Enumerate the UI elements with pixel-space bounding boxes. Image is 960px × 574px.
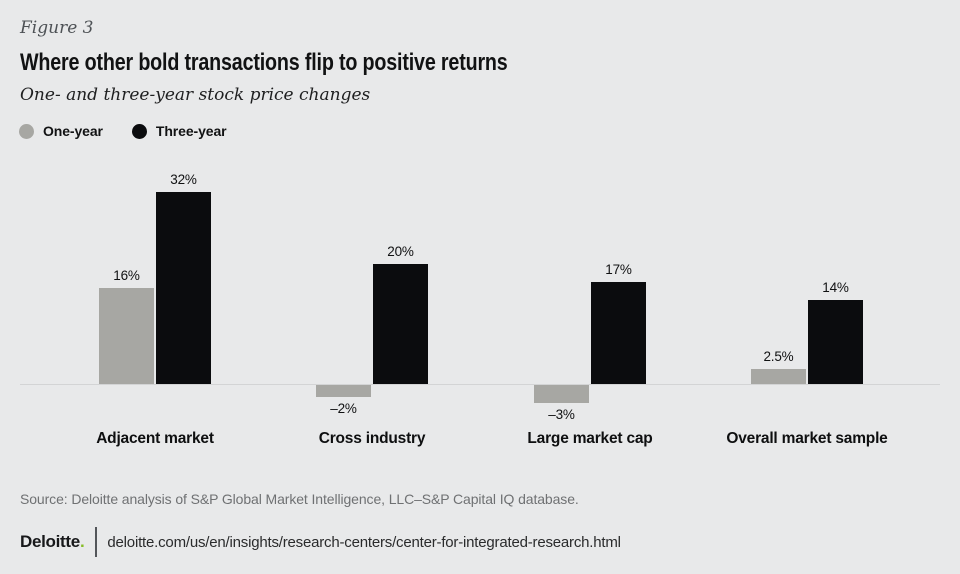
source-note: Source: Deloitte analysis of S&P Global … xyxy=(20,491,579,507)
deloitte-green-dot: . xyxy=(79,532,85,551)
deloitte-logo: Deloitte. xyxy=(20,532,85,552)
value-label-one-year-large-market-cap: –3% xyxy=(548,407,575,422)
category-label-adjacent-market: Adjacent market xyxy=(96,430,214,447)
legend-label: Three-year xyxy=(155,123,227,139)
legend-dot-three-year xyxy=(131,123,147,139)
legend-label: One-year xyxy=(43,123,103,139)
one-year-bar-large-market-cap xyxy=(534,385,589,403)
chart-legend: One-year Three-year xyxy=(19,122,227,140)
legend-dot-one-year xyxy=(19,123,34,139)
three-year-bar-overall-market-sample xyxy=(808,300,863,384)
value-label-one-year-cross-industry: –2% xyxy=(330,401,357,416)
one-year-bar-adjacent-market xyxy=(99,288,154,384)
category-label-cross-industry: Cross industry xyxy=(318,430,426,447)
legend-item-three-year: Three-year xyxy=(131,123,227,139)
value-label-one-year-adjacent-market: 16% xyxy=(113,268,140,283)
footer-divider xyxy=(95,527,98,557)
deloitte-wordmark: Deloitte xyxy=(20,532,80,551)
footer-url: deloitte.com/us/en/insights/research-cen… xyxy=(107,533,621,551)
value-label-three-year-large-market-cap: 17% xyxy=(605,262,632,277)
three-year-bar-large-market-cap xyxy=(591,282,646,384)
chart-subtitle: One- and three-year stock price changes xyxy=(20,85,371,105)
chart-title: Where other bold transactions flip to po… xyxy=(20,48,615,78)
value-label-one-year-overall-market-sample: 2.5% xyxy=(763,349,794,364)
zero-baseline xyxy=(20,384,940,385)
figure-number-label: Figure 3 xyxy=(20,18,94,38)
one-year-bar-overall-market-sample xyxy=(751,369,806,384)
category-label-large-market-cap: Large market cap xyxy=(527,430,653,447)
one-year-bar-cross-industry xyxy=(316,385,371,397)
value-label-three-year-cross-industry: 20% xyxy=(387,244,414,259)
footer: Deloitte. deloitte.com/us/en/insights/re… xyxy=(20,527,621,557)
chart-title-text: Where other bold transactions flip to po… xyxy=(20,49,508,76)
legend-item-one-year: One-year xyxy=(19,123,103,139)
value-label-three-year-adjacent-market: 32% xyxy=(170,172,197,187)
three-year-bar-cross-industry xyxy=(373,264,428,384)
three-year-bar-adjacent-market xyxy=(156,192,211,384)
category-label-overall-market-sample: Overall market sample xyxy=(726,430,888,447)
value-label-three-year-overall-market-sample: 14% xyxy=(822,280,849,295)
